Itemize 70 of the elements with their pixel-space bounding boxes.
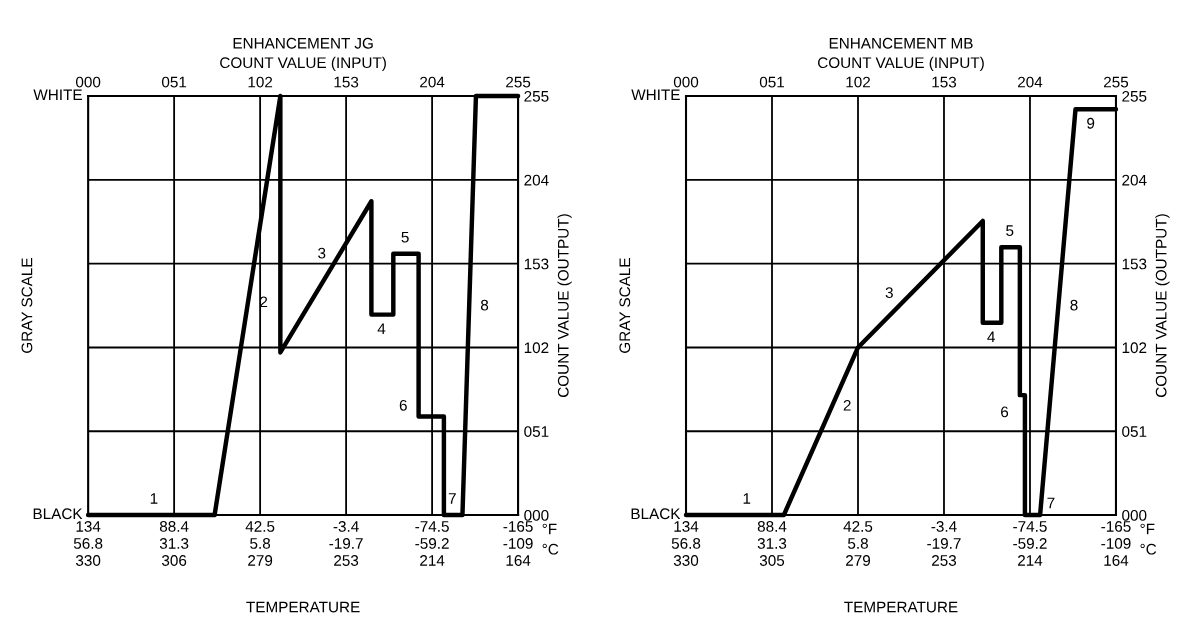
annotation: 9 [1087, 117, 1095, 129]
text: 88.4 31.3 306 [159, 521, 189, 566]
x-tick-label: 000 [673, 76, 699, 88]
y-tick-label: 000 [524, 509, 549, 521]
y-tick-label: 153 [524, 258, 549, 270]
annotation: 3 [885, 287, 893, 298]
y-tick-label: 255 [524, 90, 549, 102]
text: 134 56.8 330 [671, 521, 701, 566]
annotation: 4 [377, 323, 386, 334]
x-tick-label: 204 [1018, 76, 1043, 88]
y-tick-label: 102 [524, 342, 549, 354]
annotation: 6 [399, 399, 407, 411]
text: GRAY SCALE [619, 258, 631, 353]
text: °C [542, 543, 559, 555]
text: TEMPERATURE [844, 601, 958, 613]
annotation: 7 [448, 493, 456, 504]
y-axis-title: COUNT VALUE (OUTPUT) [1155, 214, 1170, 398]
text: 42.5 5.8 279 [843, 521, 873, 566]
x-tick-label: 255 [506, 76, 531, 88]
x-tick-label: 051 [161, 76, 187, 88]
text: TEMPERATURE [246, 601, 360, 613]
text: GRAY SCALE [21, 258, 33, 353]
text: WHITE [33, 89, 82, 101]
x-tick-label: 204 [420, 76, 445, 88]
text: °C [1140, 543, 1157, 555]
x-tick-label: 153 [932, 76, 957, 88]
annotation: 6 [1001, 406, 1009, 418]
y-tick-label: 204 [524, 174, 549, 186]
annotation: 1 [150, 493, 158, 504]
text: -74.5 -59.2 214 [415, 521, 449, 566]
annotation: 2 [843, 399, 851, 411]
text: °F [1140, 523, 1155, 535]
x-tick-label: 102 [846, 76, 870, 88]
text: 88.4 31.3 305 [757, 521, 787, 566]
y-tick-label: 000 [1122, 509, 1147, 521]
text: -165 -109 164 [503, 521, 533, 566]
y-tick-label: 102 [1122, 342, 1147, 354]
x-tick-label: 051 [759, 76, 785, 88]
text: -3.4 -19.7 253 [329, 521, 363, 566]
x-axis-title: COUNT VALUE (INPUT) [220, 56, 386, 72]
y-axis-title: COUNT VALUE (OUTPUT) [557, 214, 572, 398]
x-tick-label: 102 [248, 76, 273, 88]
text: BLACK [33, 508, 83, 520]
text: -165 -109 164 [1101, 521, 1131, 566]
y-tick-label: 051 [524, 426, 549, 437]
x-tick-label: 255 [1103, 76, 1129, 88]
x-tick-label: 000 [75, 76, 101, 88]
annotation: 5 [1006, 225, 1014, 236]
text: WHITE [631, 89, 680, 101]
annotation: 3 [318, 247, 326, 259]
text: 42.5 5.8 279 [245, 521, 275, 566]
y-tick-label: 255 [1122, 90, 1147, 102]
chart-title: ENHANCEMENT JG [233, 37, 373, 49]
annotation: 8 [1070, 299, 1078, 311]
y-tick-label: 153 [1122, 258, 1147, 270]
y-tick-label: 204 [1122, 174, 1147, 186]
text: 134 56.8 330 [73, 521, 103, 566]
annotation: 7 [1047, 497, 1055, 509]
y-tick-label: 051 [1122, 426, 1147, 437]
text: -74.5 -59.2 214 [1013, 521, 1047, 566]
annotation: 4 [987, 331, 995, 343]
annotation: 5 [401, 231, 409, 243]
annotation: 1 [743, 493, 751, 504]
text: BLACK [631, 508, 681, 520]
x-tick-label: 153 [334, 76, 359, 88]
text: -3.4 -19.7 253 [927, 521, 961, 566]
text: °F [542, 523, 557, 535]
annotation: 8 [480, 299, 489, 311]
x-axis-title: COUNT VALUE (INPUT) [818, 56, 984, 72]
chart-title: ENHANCEMENT MB [829, 37, 973, 49]
